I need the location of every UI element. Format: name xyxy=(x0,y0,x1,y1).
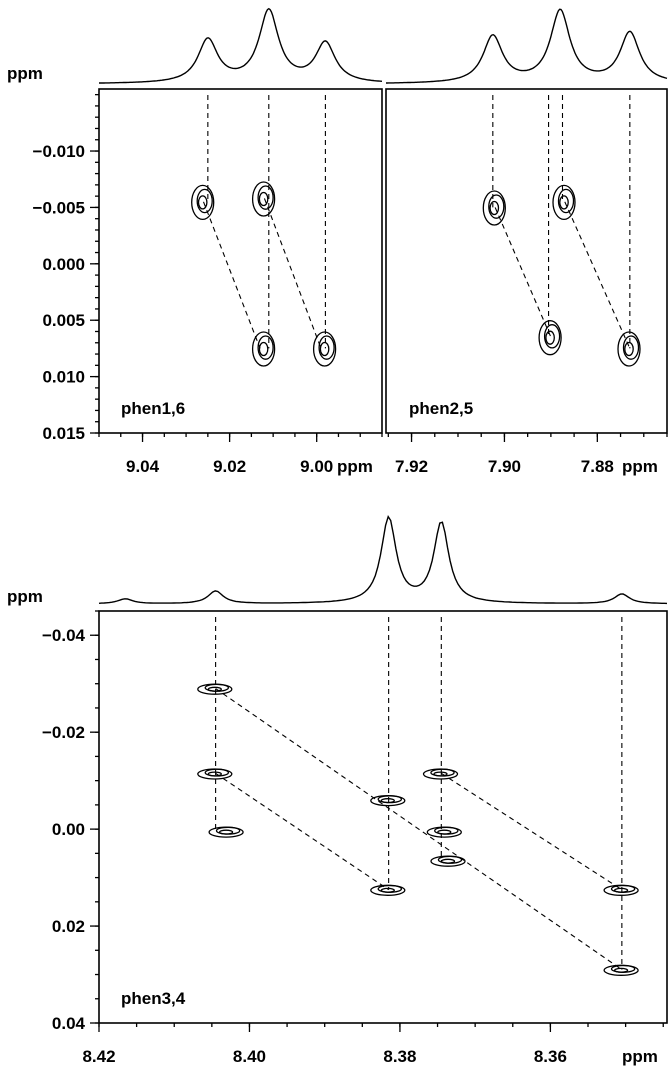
cross-peak-contour xyxy=(437,829,452,835)
x-tick-label: 8.38 xyxy=(383,1047,416,1066)
y-tick-label: −0.04 xyxy=(42,626,86,645)
cross-peak-contour xyxy=(207,771,222,777)
connector-line xyxy=(494,207,552,338)
projection-spectrum xyxy=(98,514,668,605)
y-tick-label: 0.000 xyxy=(42,255,85,274)
panel-phen3-4: 8.42 8.40 8.38 8.36 −0.04 −0.02 0.00 0.02 0.04 pp… xyxy=(7,514,668,1066)
x-tick-label: 9.00 xyxy=(300,457,333,476)
cross-peak-contour xyxy=(380,798,395,804)
connector-line xyxy=(564,201,631,349)
cross-peak-contour xyxy=(538,320,562,356)
cross-peak-contour xyxy=(545,330,555,345)
x-tick-label: 9.04 xyxy=(126,457,160,476)
cross-peak-contour xyxy=(557,188,575,214)
cross-peak-contour xyxy=(488,194,505,219)
plot-frame xyxy=(98,88,383,434)
x-tick-label: 8.40 xyxy=(233,1047,266,1066)
x-unit-label: ppm xyxy=(622,457,658,476)
cross-peak-contour xyxy=(258,341,269,357)
panel-phen1-6: 9.04 9.02 9.00 −0.010 −0.005 0.000 0.005 0.010 0… xyxy=(7,7,383,476)
cross-peak-contour xyxy=(257,335,274,360)
connector-line xyxy=(215,772,389,891)
cross-peak-contour xyxy=(482,190,506,226)
y-tick-label: 0.015 xyxy=(42,424,85,443)
y-tick-label: 0.005 xyxy=(42,311,85,330)
connector-line xyxy=(263,198,322,349)
y-tick-label: 0.010 xyxy=(42,368,85,387)
connector-line xyxy=(215,688,623,971)
connector-line xyxy=(441,772,623,891)
cross-peak-contour xyxy=(613,887,629,893)
y-tick-label: 0.00 xyxy=(52,820,85,839)
x-tick-label: 8.36 xyxy=(534,1047,567,1066)
panel-label: phen1,6 xyxy=(121,399,185,418)
cross-peak-contour xyxy=(318,335,335,360)
cross-peak-contour xyxy=(552,184,576,221)
projection-spectrum xyxy=(99,7,383,84)
x-tick-label: 7.88 xyxy=(581,457,614,476)
cross-peak-contour xyxy=(251,181,276,217)
panel-label: phen3,4 xyxy=(121,989,186,1008)
cross-peak-contour xyxy=(440,858,456,864)
projection-spectrum xyxy=(386,8,668,84)
cross-peak-contour xyxy=(197,195,208,210)
cross-peak-contour xyxy=(207,686,222,692)
plot-frame xyxy=(98,610,668,1024)
y-tick-label: 0.04 xyxy=(52,1014,86,1033)
cross-peak-contour xyxy=(191,184,215,221)
x-tick-label: 7.92 xyxy=(395,457,428,476)
x-unit-label: ppm xyxy=(337,457,373,476)
panel-label: phen2,5 xyxy=(409,399,473,418)
cross-peak-contour xyxy=(617,331,641,367)
cross-peak-contour xyxy=(624,341,634,357)
connector-line xyxy=(202,201,261,349)
cross-peak-contour xyxy=(196,188,213,214)
cross-peak-contour xyxy=(312,331,337,367)
cross-peak-contour xyxy=(380,887,395,893)
x-tick-label: 8.42 xyxy=(82,1047,115,1066)
x-tick-label: 9.02 xyxy=(213,457,246,476)
cross-peak-contour xyxy=(559,195,569,210)
cross-peak-contour xyxy=(258,191,269,207)
cross-peak-contour xyxy=(257,185,274,210)
cross-peak-contour xyxy=(251,331,276,367)
y-tick-label: −0.02 xyxy=(42,723,85,742)
cross-peak-contour xyxy=(622,335,640,360)
y-unit-label: ppm xyxy=(7,587,43,606)
y-unit-label: ppm xyxy=(7,64,43,83)
y-tick-label: −0.005 xyxy=(33,198,85,217)
x-unit-label: ppm xyxy=(622,1047,658,1066)
cross-peak-contour xyxy=(543,324,561,349)
cross-peak-contour xyxy=(613,967,629,973)
cross-peak-contour xyxy=(489,200,500,216)
x-tick-label: 7.90 xyxy=(488,457,521,476)
cross-peak-contour xyxy=(433,771,448,777)
cross-peak-contour xyxy=(218,829,234,835)
cross-peak-contour xyxy=(319,341,330,357)
panel-phen2-5: 7.92 7.90 7.88 ppm phen2,5 xyxy=(385,8,668,476)
plot-frame xyxy=(385,88,668,434)
y-tick-label: −0.010 xyxy=(33,142,85,161)
y-tick-label: 0.02 xyxy=(52,917,85,936)
